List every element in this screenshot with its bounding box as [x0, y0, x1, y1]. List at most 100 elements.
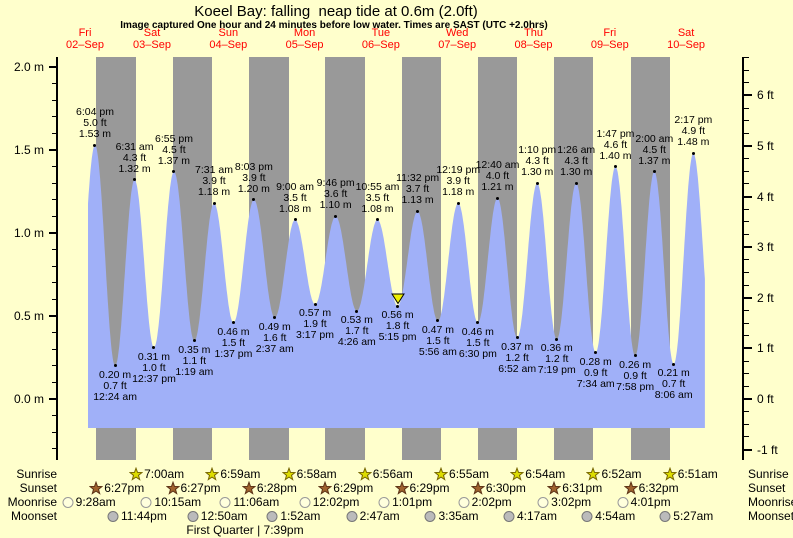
annotation-line: 1.08 m: [361, 202, 394, 215]
annotation-line: 0.56 m: [381, 309, 414, 322]
moonrise-time: 12:02pm: [312, 495, 360, 509]
low-tide-annotation: 0.37 m 1.2 ft 6:52 am: [480, 341, 554, 375]
y-axis-right-tick: [744, 145, 752, 148]
annotation-line: 4.3 ft: [564, 155, 588, 168]
row-label-moonset-left: Moonset: [10, 509, 57, 523]
annotation-line: 0.21 m: [657, 367, 690, 380]
annotation-line: 3.9 ft: [242, 171, 266, 184]
high-tide-annotation: 9:46 pm 3.6 ft 1.10 m: [299, 178, 373, 211]
low-tide-annotation: 0.21 m 0.7 ft 8:06 am: [637, 368, 711, 401]
moonset-time: 4:17am: [516, 509, 557, 523]
tide-event-dot: [495, 196, 499, 200]
high-tide-annotation: 12:40 am 4.0 ft 1.21 m: [460, 160, 534, 193]
sunrise-time: 6:54am: [525, 467, 566, 481]
y-axis-right-tick: [744, 398, 752, 400]
low-tide-annotation: 0.47 m 1.5 ft 5:56 am: [401, 324, 475, 358]
y-axis-right-label: 1 ft: [757, 341, 774, 356]
y-axis-right-tick: [744, 120, 749, 122]
y-axis-right-tick: [744, 360, 749, 362]
annotation-line: 10:55 am: [355, 180, 400, 193]
annotation-line: 12:24 am: [93, 390, 137, 403]
annotation-line: 6:31 am: [115, 140, 154, 153]
day-date: 02–Sep: [66, 39, 104, 51]
y-axis-right-tick: [744, 56, 749, 58]
row-label-moonrise-right: Moonrise: [748, 495, 793, 509]
tide-event-dot: [476, 321, 480, 325]
moonset-circle-icon: [266, 511, 278, 522]
y-axis-left-tick: [52, 265, 57, 267]
moonrise-circle-icon: [62, 497, 74, 508]
y-axis-right-tick: [744, 208, 749, 210]
annotation-line: 12:37 pm: [132, 372, 176, 385]
sunset-star-icon: [470, 481, 485, 495]
moonset-time: 11:44pm: [121, 509, 167, 523]
annotation-line: 0.28 m: [579, 355, 612, 368]
row-label-moonrise-left: Moonrise: [7, 495, 57, 509]
sunrise-star-icon: [129, 467, 144, 481]
annotation-line: 1.7 ft: [345, 325, 369, 338]
annotation-line: 1.2 ft: [545, 353, 569, 366]
sunset-time: 6:32pm: [638, 481, 679, 495]
day-date: 04–Sep: [209, 39, 248, 51]
annotation-line: 1.1 ft: [182, 354, 206, 367]
annotation-line: 1:10 pm: [518, 144, 557, 157]
y-axis-left-tick: [52, 132, 57, 134]
moonset-circle-icon: [107, 511, 119, 522]
y-axis-right-label: 2 ft: [757, 290, 774, 305]
high-tide-annotation: 11:32 pm 3.7 ft 1.13 m: [381, 173, 455, 206]
low-tide-annotation: 0.46 m 1.5 ft 6:30 pm: [441, 325, 515, 360]
annotation-line: 1.2 ft: [505, 351, 529, 364]
day-date: 09–Sep: [590, 39, 629, 51]
annotation-line: 1.30 m: [560, 166, 593, 179]
y-axis-left-tick: [52, 448, 57, 450]
day-label: Fri 02–Sep: [50, 27, 120, 51]
annotation-line: 7:34 am: [576, 377, 615, 390]
tide-event-dot: [313, 302, 317, 306]
y-axis-right-tick: [744, 385, 749, 387]
annotation-line: 1:37 pm: [214, 347, 253, 360]
day-label: Thu 08–Sep: [499, 27, 569, 51]
sunset-time: 6:30pm: [485, 481, 526, 495]
moonrise-time: 9:28am: [75, 495, 116, 509]
tide-event-dot: [613, 165, 617, 169]
annotation-line: 5.0 ft: [83, 117, 107, 130]
moonset-time: 3:35am: [438, 509, 479, 523]
tide-event-dot: [293, 218, 297, 222]
sunrise-time: 7:00am: [144, 467, 185, 481]
annotation-line: 3.5 ft: [365, 191, 390, 204]
annotation-line: 1:19 am: [175, 365, 214, 378]
day-date: 03–Sep: [133, 39, 171, 51]
row-label-sunrise-right: Sunrise: [748, 467, 789, 481]
day-label: Sat 03–Sep: [117, 27, 187, 51]
current-time-marker-icon: [390, 293, 405, 305]
moonrise-circle-icon: [219, 497, 231, 508]
high-tide-annotation: 9:00 am 3.5 ft 1.08 m: [258, 181, 332, 215]
y-axis-left-tick: [52, 166, 57, 168]
tide-event-dot: [691, 151, 695, 155]
y-axis-right-tick: [744, 373, 749, 375]
tide-event-dot: [273, 316, 277, 320]
moonrise-circle-icon: [617, 497, 629, 508]
y-axis-left-tick: [52, 249, 57, 251]
high-tide-annotation: 10:55 am 3.5 ft 1.08 m: [340, 180, 414, 215]
annotation-line: 1.21 m: [481, 181, 514, 194]
day-weekday: Sat: [677, 27, 695, 39]
moonrise-circle-icon: [378, 497, 390, 508]
annotation-line: 0.46 m: [461, 325, 494, 338]
moonset-time: 1:52am: [280, 509, 321, 523]
annotation-line: 0.46 m: [217, 325, 250, 338]
day-label: Tue 06–Sep: [346, 27, 416, 51]
tide-event-dot: [515, 336, 519, 340]
sunset-star-icon: [547, 481, 562, 495]
day-date: 08–Sep: [514, 39, 553, 51]
y-axis-right-tick: [744, 94, 752, 97]
high-tide-annotation: 1:47 pm 4.6 ft 1.40 m: [578, 128, 652, 162]
annotation-line: 8:03 pm: [234, 160, 273, 173]
y-axis-left-tick: [52, 348, 57, 350]
annotation-line: 6:04 pm: [76, 106, 114, 119]
annotation-line: 1.5 ft: [221, 336, 246, 349]
y-axis-right-tick: [744, 436, 749, 438]
y-axis-left-label: 2.0 m: [13, 60, 44, 74]
annotation-line: 1.37 m: [638, 154, 671, 167]
